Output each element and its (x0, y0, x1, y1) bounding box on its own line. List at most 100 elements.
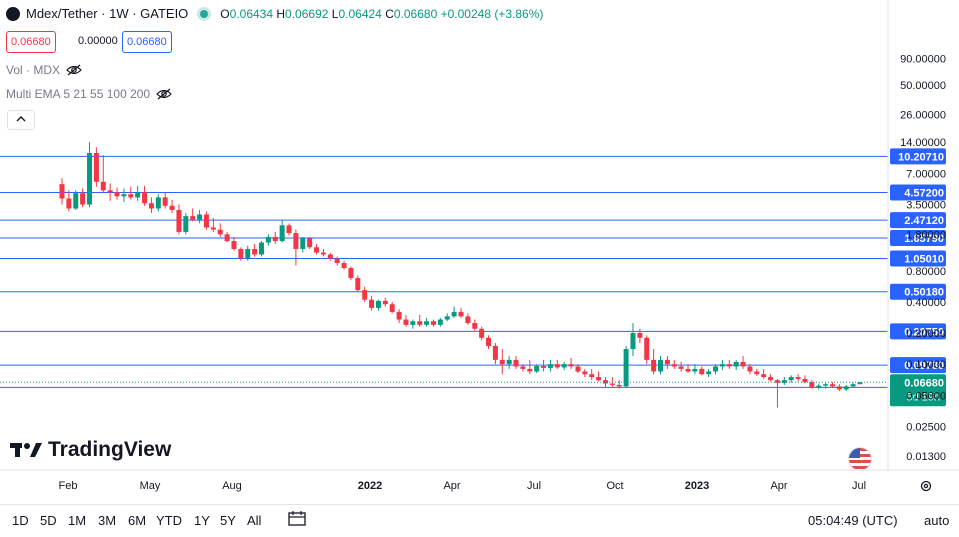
candle-body (437, 319, 443, 325)
change-value: +0.00248 (+3.86%) (440, 6, 544, 21)
candle-body (93, 153, 99, 182)
time-tick-label: Oct (606, 480, 623, 492)
range-button-ytd[interactable]: YTD (156, 513, 182, 528)
candle-body (259, 242, 264, 255)
price-tick-label: 0.40000 (906, 297, 946, 309)
us-flag-icon[interactable] (848, 447, 872, 471)
candle-body (135, 192, 141, 198)
candle-body (651, 359, 657, 372)
range-button-1m[interactable]: 1M (68, 513, 87, 528)
candle-body (616, 384, 622, 387)
price-tick-label: 50.00000 (900, 80, 946, 92)
price-tick-label: 0.80000 (906, 266, 946, 278)
candle-body (809, 382, 815, 388)
candle-body (190, 216, 196, 220)
candle-body (327, 254, 333, 259)
candle-body (128, 194, 134, 198)
range-button-3m[interactable]: 3M (98, 513, 117, 528)
tradingview-mark-icon (10, 443, 42, 457)
symbol-title[interactable]: Mdex/Tether · 1W · GATEIO (26, 6, 189, 21)
candle-body (231, 241, 237, 249)
settings-gear-icon[interactable] (919, 479, 933, 493)
level-price-tag (890, 230, 946, 247)
collapse-legend-button[interactable] (7, 110, 35, 130)
volume-indicator-legend[interactable]: Vol · MDX (6, 63, 82, 77)
range-button-1y[interactable]: 1Y (194, 513, 210, 528)
bottom-toolbar: 1D 5D 1M 3M 6M YTD 1Y 5Y All 05:04:49 (UTC) auto (0, 504, 959, 537)
candle-body (375, 300, 381, 308)
level-price-label: 10.20710 (898, 151, 944, 163)
candle-body (492, 345, 498, 360)
candle-body (699, 368, 705, 375)
level-price-label: 2.47120 (904, 215, 944, 227)
candle-body (334, 258, 340, 264)
candle-body (155, 197, 161, 209)
price-tick-label: 1.80000 (906, 229, 946, 241)
range-button-1d[interactable]: 1D (12, 513, 29, 528)
candle-body (100, 181, 106, 191)
candle-body (692, 368, 698, 372)
candle-body (472, 323, 478, 329)
price-tick-label: 90.00000 (900, 54, 946, 66)
level-price-tag (890, 323, 946, 340)
range-button-5d[interactable]: 5D (40, 513, 57, 528)
candle-body (609, 383, 615, 385)
ema-indicator-legend[interactable]: Multi EMA 5 21 55 100 200 (6, 87, 172, 101)
candle-body (823, 384, 829, 386)
candle-body (341, 263, 347, 269)
candle-body (602, 380, 608, 384)
candle-body (107, 190, 113, 193)
price-tick-label: 0.10000 (906, 359, 946, 371)
candle-body (671, 364, 677, 367)
candle-body (217, 229, 223, 235)
candle-body (499, 359, 505, 365)
buy-price-button[interactable]: 0.06680 (122, 31, 172, 53)
time-tick-label: Jul (527, 480, 541, 492)
candle-body (623, 349, 629, 387)
close-value: 0.06680 (393, 6, 438, 21)
auto-scale-button[interactable]: auto (924, 513, 950, 528)
eye-hidden-icon[interactable] (156, 88, 172, 100)
last-price-label: 0.06680 (904, 377, 944, 389)
eye-hidden-icon[interactable] (66, 64, 82, 76)
candle-body (795, 377, 801, 379)
candle-body (788, 377, 794, 381)
candle-body (644, 337, 650, 360)
candle-body (80, 193, 86, 205)
bar-countdown-label: 5d 19h (906, 391, 940, 403)
utc-clock[interactable]: 05:04:49 (UTC) (808, 513, 898, 528)
range-button-5y[interactable]: 5Y (220, 513, 236, 528)
candle-body (582, 371, 588, 375)
candle-body (850, 384, 856, 387)
range-button-6m[interactable]: 6M (128, 513, 147, 528)
low-value: 0.06424 (338, 6, 382, 21)
level-price-label: 1.05010 (904, 254, 944, 266)
candle-body (444, 316, 450, 320)
tradingview-logo[interactable]: TradingView (10, 438, 171, 462)
candle-body (527, 368, 533, 372)
level-price-label: 4.57200 (904, 187, 944, 199)
mdex-logo-icon (6, 6, 20, 21)
candle-body (66, 198, 72, 209)
ohlc-values: O0.06434 H0.06692 L0.06424 C0.06680 +0.0… (220, 6, 544, 21)
candle-body (465, 316, 471, 324)
level-price-tag (890, 283, 946, 300)
candle-body (238, 248, 244, 259)
candle-body (424, 321, 430, 325)
candle-body (121, 194, 127, 197)
range-button-all[interactable]: All (247, 513, 262, 528)
time-tick-label: 2023 (685, 480, 709, 492)
calendar-goto-icon[interactable] (288, 510, 306, 526)
candle-body (430, 321, 436, 325)
open-value: 0.06434 (229, 6, 274, 21)
candle-body (685, 368, 691, 372)
time-tick-label: 2022 (358, 480, 382, 492)
level-price-label: 0.20750 (904, 326, 944, 338)
candle-body (300, 238, 306, 249)
candle-body (203, 214, 209, 228)
sell-price-button[interactable]: 0.06680 (6, 31, 56, 53)
symbol-legend: Mdex/Tether · 1W · GATEIO O0.06434 H0.06… (6, 6, 543, 21)
market-status-icon[interactable] (200, 9, 209, 18)
price-tick-label: 0.01300 (906, 451, 946, 463)
